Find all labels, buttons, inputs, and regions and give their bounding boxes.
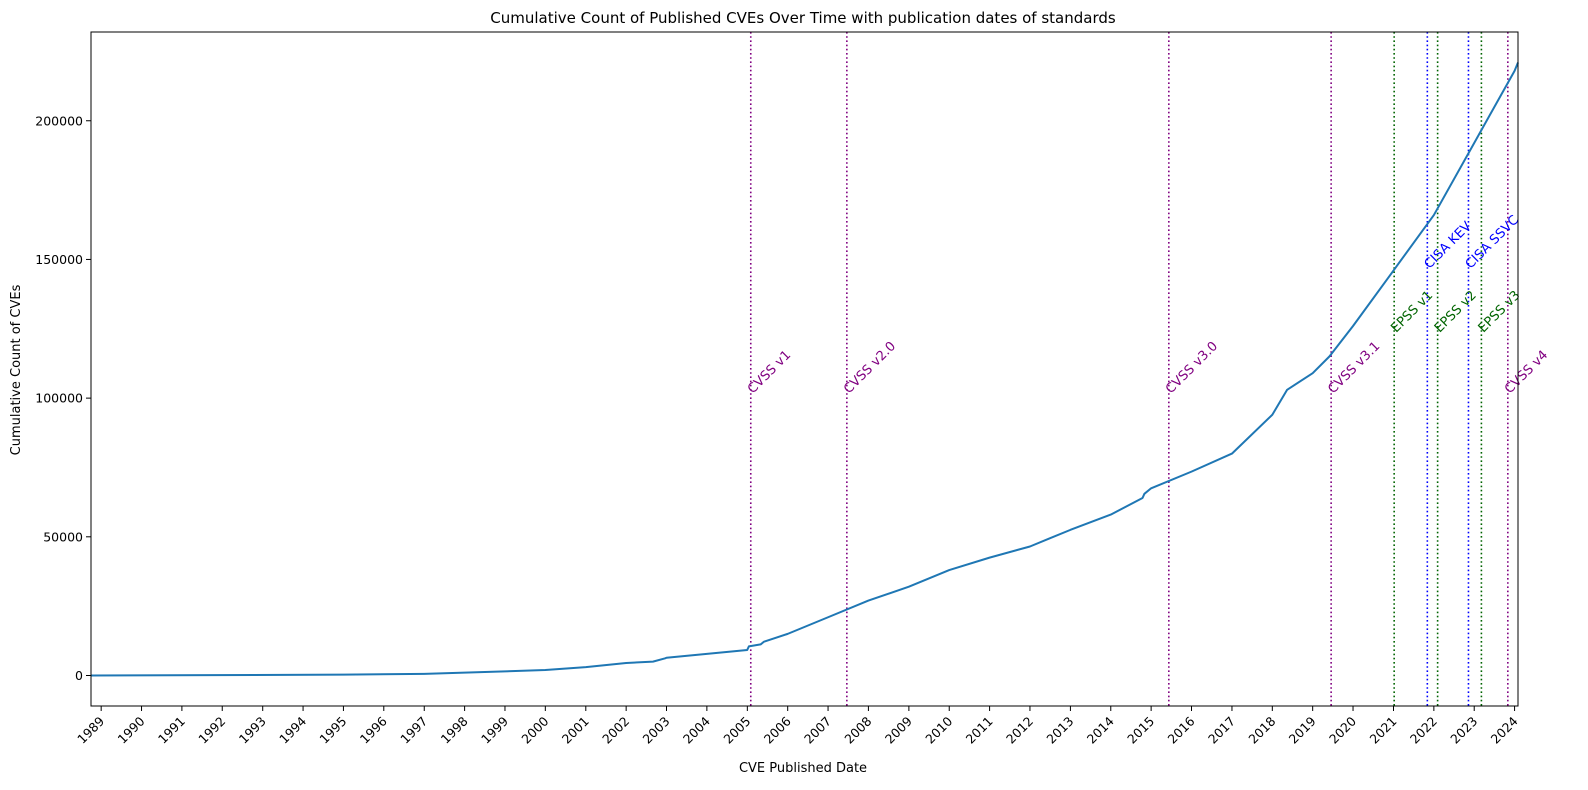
y-tick-label: 0 xyxy=(75,668,83,683)
axes-frame xyxy=(90,31,1519,707)
y-tick-label: 50000 xyxy=(43,529,83,544)
chart-title: Cumulative Count of Published CVEs Over … xyxy=(490,9,1116,27)
y-axis-label: Cumulative Count of CVEs xyxy=(9,284,24,455)
y-tick-label: 150000 xyxy=(35,252,83,267)
y-tick-label: 200000 xyxy=(35,113,83,128)
cve-count-line xyxy=(90,62,1519,677)
y-tick-label: 100000 xyxy=(35,391,83,406)
x-axis-label: CVE Published Date xyxy=(739,761,867,776)
